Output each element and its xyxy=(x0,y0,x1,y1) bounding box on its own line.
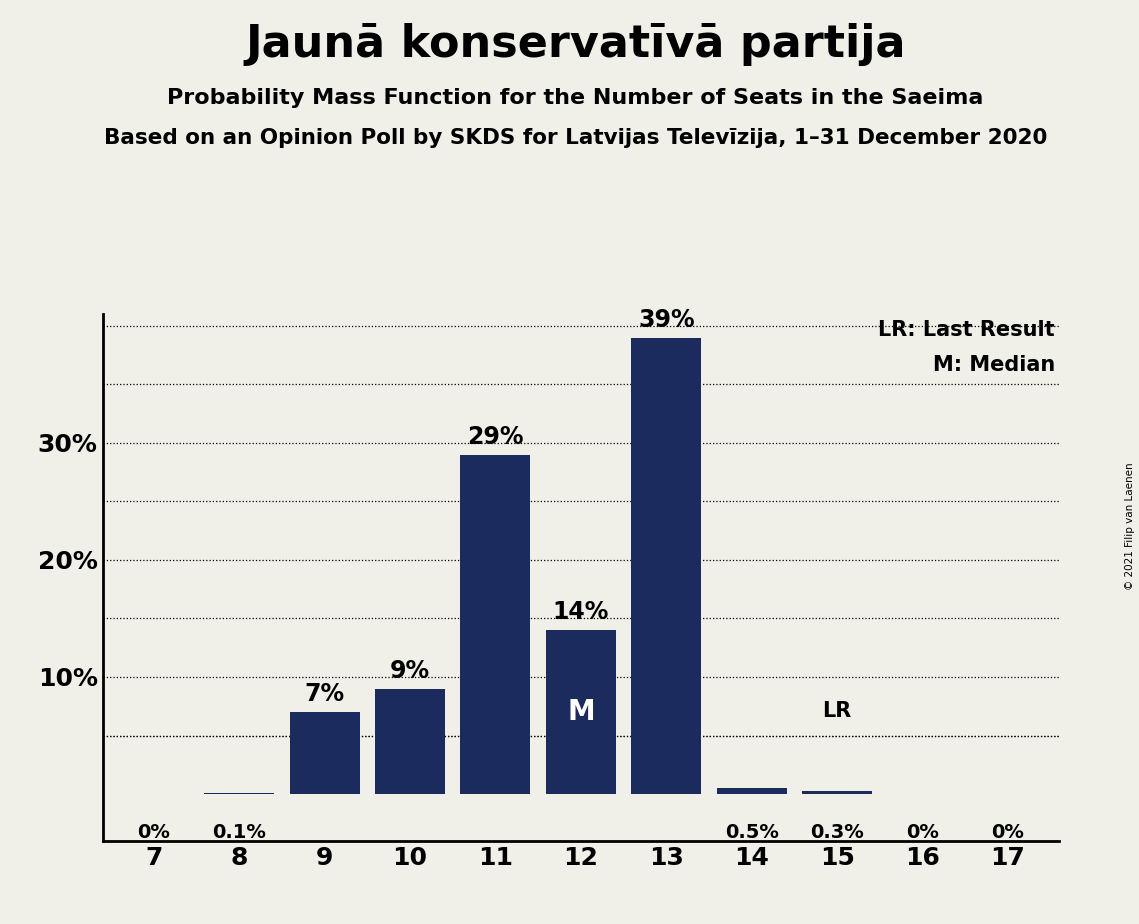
Text: Based on an Opinion Poll by SKDS for Latvijas Televīzija, 1–31 December 2020: Based on an Opinion Poll by SKDS for Lat… xyxy=(104,128,1047,148)
Text: 0.5%: 0.5% xyxy=(724,823,779,843)
Text: 14%: 14% xyxy=(552,601,609,625)
Text: M: M xyxy=(567,699,595,726)
Text: 29%: 29% xyxy=(467,425,524,449)
Text: M: Median: M: Median xyxy=(933,355,1055,375)
Text: 0.3%: 0.3% xyxy=(810,823,865,843)
Bar xyxy=(546,630,616,794)
Text: Jaunā konservatīvā partija: Jaunā konservatīvā partija xyxy=(245,23,906,67)
Bar xyxy=(289,712,360,794)
Text: 0%: 0% xyxy=(992,823,1024,843)
Text: 0%: 0% xyxy=(138,823,170,843)
Bar xyxy=(802,791,872,794)
Bar xyxy=(631,337,702,794)
Text: LR: Last Result: LR: Last Result xyxy=(878,320,1055,340)
Text: 0.1%: 0.1% xyxy=(212,823,267,843)
Bar xyxy=(460,455,531,794)
Bar xyxy=(375,688,445,794)
Text: 7%: 7% xyxy=(304,682,345,706)
Text: 39%: 39% xyxy=(638,308,695,332)
Bar xyxy=(716,788,787,794)
Bar xyxy=(204,793,274,794)
Text: Probability Mass Function for the Number of Seats in the Saeima: Probability Mass Function for the Number… xyxy=(167,88,983,108)
Text: LR: LR xyxy=(822,701,852,722)
Text: © 2021 Filip van Laenen: © 2021 Filip van Laenen xyxy=(1125,462,1134,590)
Text: 9%: 9% xyxy=(390,659,431,683)
Text: 0%: 0% xyxy=(907,823,939,843)
